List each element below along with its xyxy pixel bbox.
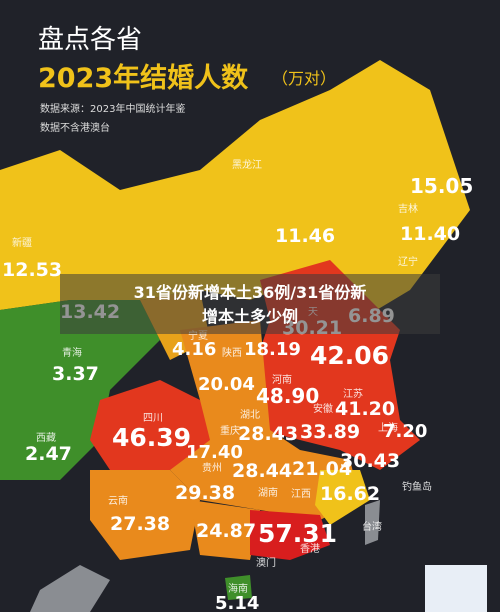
region-value: 57.31 xyxy=(258,519,337,548)
region-name: 江苏 xyxy=(343,387,363,400)
region-value: 28.43 xyxy=(238,423,298,445)
region-value: 18.19 xyxy=(244,339,301,360)
region-value: 4.16 xyxy=(172,339,216,360)
region-value: 28.44 xyxy=(232,460,292,482)
caption-line1: 31省份新增本土36例/31省份新 xyxy=(134,283,367,302)
region-value: 24.87 xyxy=(196,520,256,542)
west-region xyxy=(0,300,160,480)
region-name: 陕西 xyxy=(222,346,242,359)
region-name: 钓鱼岛 xyxy=(402,480,432,493)
region-name: 黑龙江 xyxy=(232,158,262,171)
neighbor-region xyxy=(30,565,110,612)
region-name: 江西 xyxy=(291,488,311,500)
sichuan-region xyxy=(90,380,220,470)
region-value: 15.05 xyxy=(410,174,473,198)
region-name: 安徽 xyxy=(313,402,333,415)
guangxi-region xyxy=(190,500,260,560)
region-name: 西藏 xyxy=(36,432,56,444)
region-name: 台湾 xyxy=(362,520,382,533)
region-value: 33.89 xyxy=(300,421,360,443)
region-value: 48.90 xyxy=(256,384,319,408)
region-value: 5.14 xyxy=(215,593,259,612)
region-name: 海南 xyxy=(228,582,248,595)
region-value: 11.46 xyxy=(275,225,335,247)
title-line2: 2023年结婚人数 xyxy=(38,62,249,94)
yunnan-region xyxy=(90,470,200,560)
region-name: 贵州 xyxy=(202,461,222,474)
region-value: 42.06 xyxy=(310,341,389,370)
region-value: 27.38 xyxy=(110,513,170,535)
inset-map xyxy=(425,565,487,612)
region-value: 17.40 xyxy=(186,442,243,463)
region-value: 7.20 xyxy=(383,421,427,442)
region-value: 46.39 xyxy=(112,423,191,452)
region-value: 16.62 xyxy=(320,483,380,505)
region-name: 辽宁 xyxy=(398,255,418,268)
region-value: 21.04 xyxy=(292,458,352,480)
fujian-region xyxy=(315,470,370,525)
region-name: 吉林 xyxy=(398,202,418,215)
note: 数据来源：2023年中国统计年鉴 xyxy=(40,102,185,115)
title-unit: （万对） xyxy=(272,69,336,88)
north-region xyxy=(0,60,470,320)
region-name: 重庆 xyxy=(220,424,240,437)
caption-line2: 增本土多少例 xyxy=(202,307,298,326)
region-name: 河南 xyxy=(272,373,292,386)
region-value: 11.40 xyxy=(400,223,460,245)
region-value: 29.38 xyxy=(175,482,235,504)
region-name: 青海 xyxy=(62,346,82,359)
region-name: 香港 xyxy=(300,543,320,555)
region-name: 四川 xyxy=(143,413,163,424)
region-value: 3.37 xyxy=(52,363,99,385)
region-name: 湖南 xyxy=(258,486,278,499)
region-name: 上海 xyxy=(378,421,398,434)
region-value: 30.43 xyxy=(340,450,400,472)
region-name: 云南 xyxy=(108,494,128,507)
region-name: 新疆 xyxy=(12,236,32,249)
region-name: 澳门 xyxy=(256,556,276,569)
region-value: 20.04 xyxy=(198,374,255,395)
region-value: 12.53 xyxy=(2,259,62,281)
region-value: 41.20 xyxy=(335,398,395,420)
guangdong-region xyxy=(250,510,330,560)
title-line1: 盘点各省 xyxy=(38,25,142,55)
region-value: 2.47 xyxy=(25,443,72,465)
taiwan-region xyxy=(365,500,380,545)
caption-box xyxy=(60,274,440,334)
central-region xyxy=(170,320,360,520)
region-name: 湖北 xyxy=(240,409,260,421)
hainan-region xyxy=(225,575,252,600)
note: 数据不含港澳台 xyxy=(40,121,110,134)
